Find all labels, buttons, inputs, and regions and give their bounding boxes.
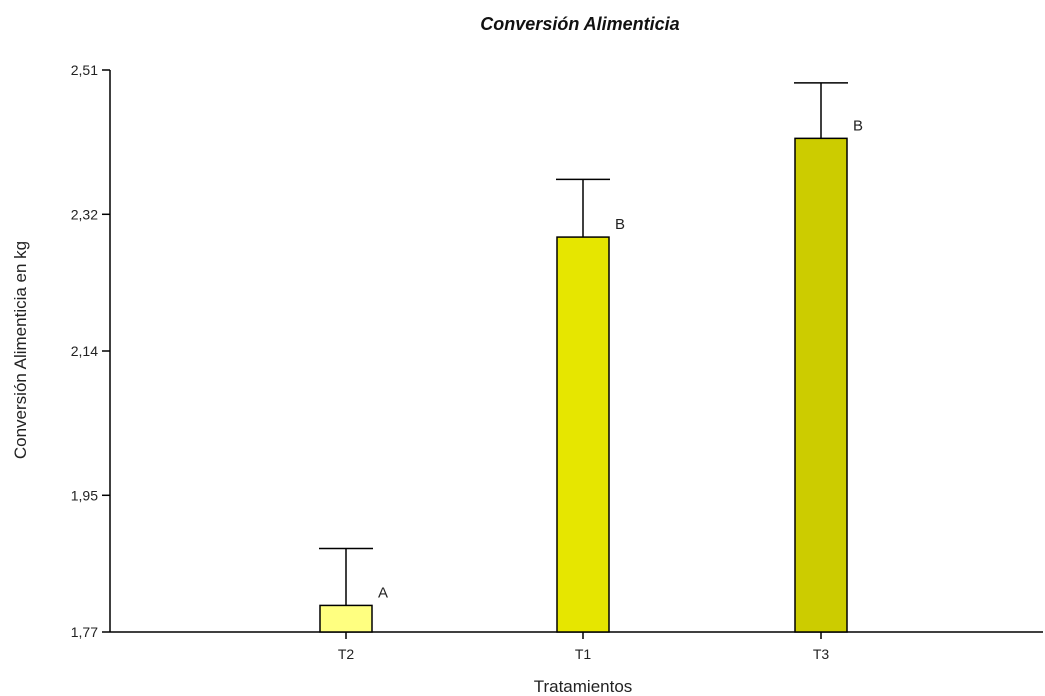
x-tick-label: T1 [575, 646, 592, 662]
bar-t1 [556, 236, 610, 633]
y-ticks: 1,77 1,95 2,14 2,32 2,51 [71, 62, 110, 640]
y-tick-label: 1,77 [71, 624, 98, 640]
bar-t3 [794, 137, 848, 633]
y-tick-label: 2,32 [71, 206, 98, 222]
bar-t2 [319, 604, 373, 633]
significance-label: A [378, 584, 388, 601]
y-tick-label: 2,51 [71, 62, 98, 78]
significance-label: B [853, 117, 863, 134]
x-axis-label: Tratamientos [534, 677, 633, 696]
y-tick-label: 1,95 [71, 487, 98, 503]
x-tick-label: T3 [813, 646, 830, 662]
x-tick-label: T2 [338, 646, 355, 662]
significance-label: B [615, 216, 625, 233]
chart-title: Conversión Alimenticia [480, 14, 679, 34]
y-axis-label: Conversión Alimenticia en kg [11, 241, 30, 459]
y-tick-label: 2,14 [71, 343, 98, 359]
bars: A T2 B T1 B T3 [319, 82, 863, 662]
